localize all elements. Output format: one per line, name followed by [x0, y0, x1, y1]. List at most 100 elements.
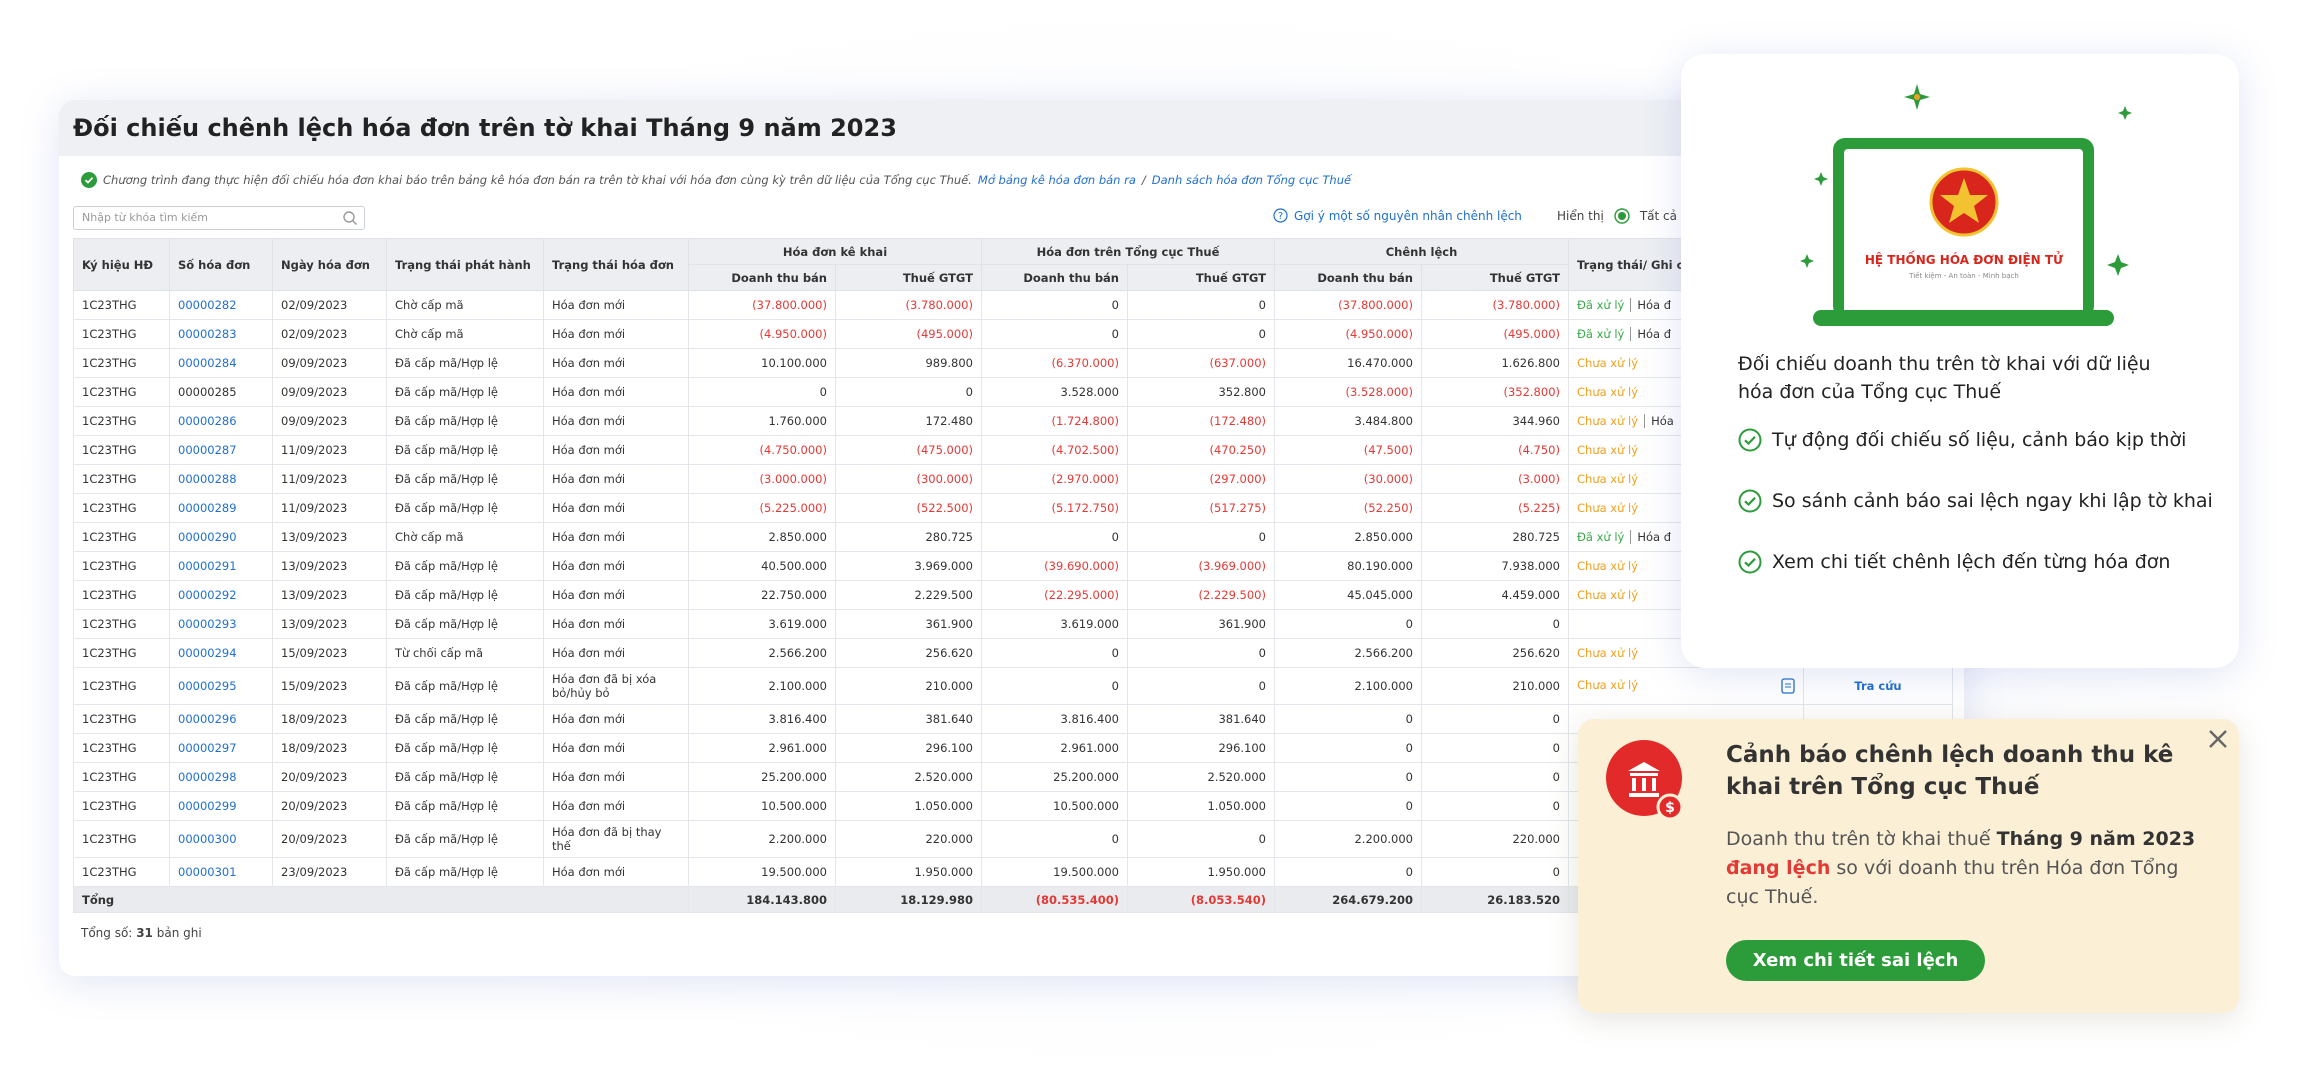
invoice-number[interactable]: 00000288 [178, 472, 237, 486]
close-button[interactable] [2206, 727, 2230, 751]
cell-text: Đã cấp mã/Hợp lệ [395, 588, 498, 602]
invoice-number[interactable]: 00000300 [178, 832, 237, 846]
cell-text: 1C23THG [82, 385, 137, 399]
cell-text: (172.480) [1209, 414, 1266, 428]
invoice-number[interactable]: 00000296 [178, 712, 237, 726]
table-cell: (522.500) [835, 493, 982, 523]
status: Đã xử lý [1577, 530, 1625, 544]
table-row: 1C23THG 00000290 13/09/2023 Chờ cấp mã Hóa đ… [73, 522, 1953, 552]
sub-header: Doanh thu bán [688, 264, 836, 291]
invoice-number[interactable]: 00000284 [178, 356, 237, 370]
link[interactable]: Danh sách hóa đơn Tổng cục Thuế [1151, 173, 1352, 187]
bullet-text: Xem chi tiết chênh lệch đến từng hóa đơn [1772, 551, 2171, 573]
cell-text: 184.143.800 [746, 892, 827, 907]
table-cell: 1C23THG [73, 377, 170, 407]
doc-icon[interactable] [1781, 678, 1795, 694]
invoice-number[interactable]: 00000289 [178, 501, 237, 515]
detail-button[interactable]: Xem chi tiết sai lệch [1726, 940, 1985, 981]
invoice-number[interactable]: 00000298 [178, 770, 237, 784]
table-cell: 220.000 [1421, 820, 1569, 858]
cell-text: 2.200.000 [768, 832, 827, 846]
radio[interactable] [1614, 208, 1630, 224]
cell-text: (2.229.500) [1198, 588, 1266, 602]
search-input[interactable]: Nhập từ khóa tìm kiếm [73, 206, 365, 230]
table-cell: Hóa đơn mới [543, 551, 689, 581]
invoice-number[interactable]: 00000301 [178, 865, 237, 879]
table-cell: 1C23THG [73, 435, 170, 465]
cell-text: (3.000.000) [759, 472, 827, 486]
table-cell: 00000284 [169, 348, 273, 378]
cell-text: 3.816.400 [768, 712, 827, 726]
cell-text: (5.172.750) [1051, 501, 1119, 515]
table-cell: 296.100 [835, 733, 982, 763]
invoice-number[interactable]: 00000299 [178, 799, 237, 813]
table-row: 1C23THG 00000292 13/09/2023 Đã cấp mã/Hợp l… [73, 580, 1953, 610]
table-cell: (495.000) [1421, 319, 1569, 349]
cell-text: 0 [1111, 298, 1119, 312]
invoice-number[interactable]: 00000286 [178, 414, 237, 428]
invoice-number[interactable]: 00000291 [178, 559, 237, 573]
display-filter: Hiển thị Tất cả [1557, 208, 1677, 224]
invoice-number[interactable]: 00000287 [178, 443, 237, 457]
invoice-number[interactable]: 00000292 [178, 588, 237, 602]
cell-text: 19.500.000 [1053, 865, 1119, 879]
cell-text: 45.045.000 [1347, 588, 1413, 602]
cell-text: 13/09/2023 [281, 617, 348, 631]
table-cell: 1C23THG [73, 638, 170, 668]
note: Hóa đ [1630, 298, 1672, 312]
cell-text: Chờ cấp mã [395, 327, 464, 341]
invoice-number[interactable]: 00000294 [178, 646, 237, 660]
table-cell: 3.619.000 [688, 609, 836, 639]
table-cell: 1C23THG [73, 464, 170, 494]
invoice-number[interactable]: 00000297 [178, 741, 237, 755]
record-count: Tổng số: 31 bản ghi [81, 926, 202, 940]
cell-text: (30.000) [1363, 472, 1413, 486]
table-row: 1C23THG 00000291 13/09/2023 Đã cấp mã/Hợp l… [73, 551, 1953, 581]
cell-text: 1.760.000 [768, 414, 827, 428]
invoice-number[interactable]: 00000290 [178, 530, 237, 544]
table-row: 1C23THG 00000293 13/09/2023 Đã cấp mã/Hợp l… [73, 609, 1953, 639]
cell-text: 381.640 [925, 712, 973, 726]
invoice-number[interactable]: 00000295 [178, 679, 237, 693]
cell-text: (37.800.000) [1338, 298, 1413, 312]
table-cell: 1C23THG [73, 733, 170, 763]
table-cell: 0 [1274, 791, 1422, 821]
table-row: 1C23THG 00000287 11/09/2023 Đã cấp mã/Hợp l… [73, 435, 1953, 465]
table-cell: Hóa đơn mới [543, 857, 689, 887]
total-cell: 184.143.800 [688, 886, 836, 913]
cell-text: 19.500.000 [761, 865, 827, 879]
table-cell: Đã cấp mã/Hợp lệ [386, 791, 544, 821]
cell-text: (4.702.500) [1051, 443, 1119, 457]
table-cell: 0 [981, 820, 1128, 858]
cell-text: 352.800 [1218, 385, 1266, 399]
check-icon [1738, 428, 1762, 452]
table-cell: 1C23THG [73, 704, 170, 734]
display-option[interactable]: Tất cả [1639, 209, 1677, 223]
status: Chưa xử lý [1577, 588, 1639, 602]
cell-text: (3.969.000) [1198, 559, 1266, 573]
cell-text: Hóa đơn mới [552, 617, 626, 631]
cell-text: Đã cấp mã/Hợp lệ [395, 679, 498, 693]
table-cell: 00000294 [169, 638, 273, 668]
cell-text: Đã cấp mã/Hợp lệ [395, 865, 498, 879]
cell-text: Hóa đơn mới [552, 646, 626, 660]
table-cell: Đã cấp mã/Hợp lệ [386, 377, 544, 407]
cell-text: 0 [1258, 327, 1266, 341]
cell-text: (300.000) [916, 472, 973, 486]
sub-header: Doanh thu bán [1274, 264, 1422, 291]
cell-text: Đã cấp mã/Hợp lệ [395, 414, 498, 428]
table-cell: Hóa đơn mới [543, 762, 689, 792]
hint-link[interactable]: ? Gợi ý một số nguyên nhân chênh lệch [1273, 208, 1522, 223]
action-link[interactable]: Tra cứu [1854, 679, 1902, 693]
table-cell: 2.229.500 [835, 580, 982, 610]
total-cell: 264.679.200 [1274, 886, 1422, 913]
table-cell: 19.500.000 [688, 857, 836, 887]
cell-text: 1C23THG [82, 741, 137, 755]
invoice-number[interactable]: 00000293 [178, 617, 237, 631]
invoice-number[interactable]: 00000282 [178, 298, 237, 312]
alert-text: Doanh thu trên tờ khai thuế [1726, 828, 1991, 850]
cell-text: 09/09/2023 [281, 414, 348, 428]
table-cell: Đã cấp mã/Hợp lệ [386, 406, 544, 436]
invoice-number[interactable]: 00000283 [178, 327, 237, 341]
link[interactable]: Mở bảng kê hóa đơn bán ra [977, 173, 1136, 187]
